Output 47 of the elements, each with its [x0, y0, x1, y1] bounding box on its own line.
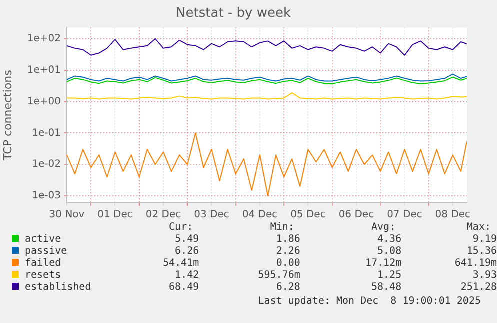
y-tick-label: 1e-01 [32, 128, 61, 139]
text: 9.19 [472, 234, 497, 246]
legend-label: resets [24, 270, 62, 282]
x-tick-label: 04 Dec [242, 210, 278, 221]
x-tick-label: 07 Dec [387, 210, 422, 221]
legend-label: passive [24, 246, 68, 258]
x-tick-label: 02 Dec [146, 210, 182, 221]
text: 1.25 [376, 270, 402, 282]
text: 58.48 [370, 282, 402, 294]
text: Max: [466, 222, 492, 234]
text: 6.28 [275, 282, 300, 294]
y-tick-label: 1e+00 [27, 96, 61, 108]
legend-label: established [24, 282, 92, 294]
x-tick-label: 05 Dec [290, 210, 326, 221]
text: 1.42 [174, 270, 200, 282]
legend-label: failed [24, 258, 62, 270]
text: 54.41m [162, 258, 200, 270]
x-tick-label: 01 Dec [98, 210, 133, 221]
text: 5.49 [174, 234, 200, 246]
text: 4.36 [376, 234, 402, 246]
y-tick-label: 1e+01 [27, 64, 61, 76]
chart-title: Netstat - by week [176, 6, 292, 22]
text: 6.26 [174, 246, 200, 258]
x-tick-label: 06 Dec [338, 210, 374, 221]
x-tick-label: 03 Dec [194, 210, 230, 221]
text: 17.12m [364, 258, 402, 270]
text: 595.76m [257, 270, 300, 282]
text: 0.00 [275, 258, 300, 270]
text: 15.36 [466, 246, 497, 258]
legend-label: active [24, 234, 62, 246]
text: Min: [269, 222, 296, 234]
y-axis-title: TCP connections [1, 70, 14, 162]
x-tick-label: 08 Dec [435, 210, 471, 221]
text: Avg: [370, 222, 397, 234]
text: Last update: Mon Dec 8 19:00:01 2025 [258, 296, 481, 307]
y-tick-label: 1e+02 [27, 34, 61, 45]
x-tick-label: 30 Nov [49, 210, 85, 221]
text: 251.28 [460, 282, 497, 294]
y-tick-label: 1e-02 [32, 159, 61, 170]
text: 68.49 [168, 282, 200, 294]
text: Cur: [168, 222, 194, 234]
text: 3.93 [472, 270, 497, 282]
text: 641.19m [454, 258, 497, 270]
text: 2.26 [275, 246, 300, 258]
text: 1.86 [275, 234, 300, 246]
text: 5.08 [376, 246, 402, 258]
y-tick-label: 1e-03 [32, 190, 61, 202]
